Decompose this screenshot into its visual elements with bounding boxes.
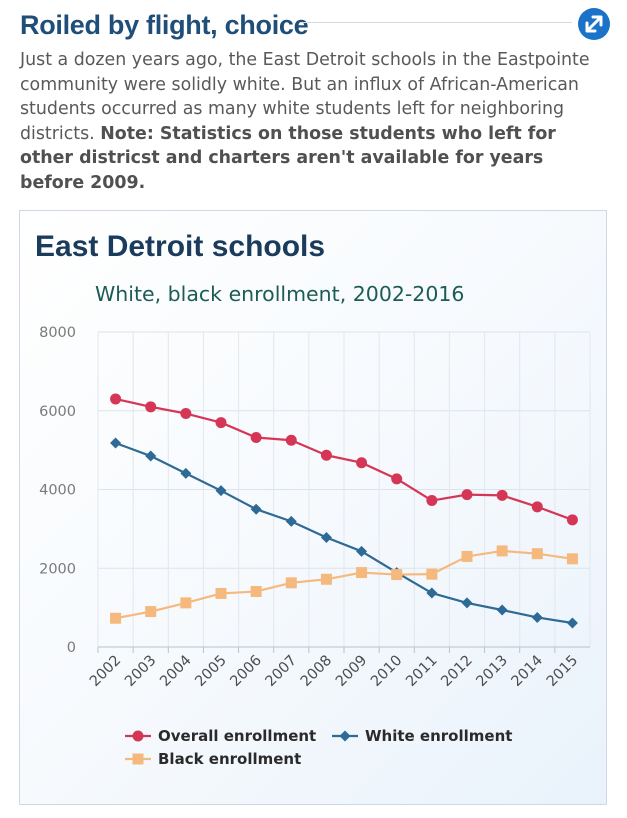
intro-paragraph: Just a dozen years ago, the East Detroit…	[20, 48, 610, 195]
legend-item-overall-enrollment[interactable]: Overall enrollment	[125, 727, 316, 745]
data-point-square-2009	[356, 567, 368, 579]
data-point-square-2007	[285, 577, 297, 589]
data-point-square-2015	[566, 553, 578, 565]
chart-subtitle: White, black enrollment, 2002-2016	[95, 282, 464, 306]
data-point-diamond-2005	[215, 485, 227, 497]
x-tick-label-2004: 2004	[157, 653, 194, 690]
x-tick-label-2006: 2006	[228, 653, 265, 690]
data-point-square-2011	[426, 568, 438, 580]
data-point-diamond-2011	[426, 587, 438, 599]
series-black-enrollment	[110, 545, 578, 624]
legend-label: Overall enrollment	[158, 727, 316, 745]
x-tick-label-2011: 2011	[403, 653, 440, 690]
section-title: Roiled by flight, choice	[20, 10, 309, 40]
data-point-diamond-2003	[145, 450, 157, 462]
chart-title: East Detroit schools	[35, 230, 325, 263]
data-point-diamond-2009	[356, 545, 368, 557]
series-line-black-enrollment	[115, 549, 573, 620]
legend: Overall enrollment White enrollment Black …	[125, 727, 512, 768]
data-point-diamond-2014	[531, 611, 543, 623]
data-point-diamond-2015	[566, 617, 578, 629]
series-line-white-enrollment	[115, 442, 573, 625]
y-tick-label-0: 0	[67, 640, 76, 656]
legend-item-white-enrollment[interactable]: White enrollment	[332, 727, 512, 745]
data-point-square-2008	[320, 573, 332, 585]
data-point-square-2005	[215, 587, 227, 599]
x-tick-label-2002: 2002	[87, 653, 124, 690]
x-tick-label-2005: 2005	[192, 653, 229, 690]
data-point-circle-2004	[180, 408, 192, 420]
data-point-circle-2013	[496, 489, 508, 501]
data-point-square-2014	[531, 548, 543, 560]
data-point-diamond-2004	[180, 467, 192, 479]
data-point-circle-2010	[391, 473, 403, 485]
data-point-circle-2007	[285, 434, 297, 446]
data-point-circle-2005	[215, 417, 227, 429]
data-point-circle-2015	[566, 514, 578, 526]
x-tick-label-2008: 2008	[298, 653, 335, 690]
y-tick-label-2000: 2000	[39, 561, 76, 577]
legend-swatch-marker	[132, 730, 144, 742]
x-tick-label-2012: 2012	[438, 653, 475, 690]
y-tick-label-8000: 8000	[39, 325, 76, 341]
series-overall-enrollment	[110, 393, 578, 526]
series	[110, 393, 578, 629]
data-point-square-2013	[496, 545, 508, 557]
data-point-diamond-2007	[285, 515, 297, 527]
data-point-circle-2008	[320, 449, 332, 461]
data-point-square-2004	[180, 597, 192, 609]
expand-button[interactable]	[578, 8, 610, 40]
line-chart: East Detroit schools White, black enroll…	[35, 230, 591, 768]
x-tick-label-2014: 2014	[509, 653, 546, 690]
x-tick-label-2010: 2010	[368, 653, 405, 690]
data-point-square-2006	[250, 585, 262, 597]
legend-item-black-enrollment[interactable]: Black enrollment	[125, 750, 301, 768]
data-point-diamond-2008	[320, 532, 332, 544]
x-tick-label-2013: 2013	[474, 653, 511, 690]
legend-swatch-marker	[132, 753, 144, 765]
legend-swatch-marker	[339, 730, 351, 742]
y-tick-label-4000: 4000	[39, 483, 76, 499]
expand-arrows-icon	[585, 15, 603, 33]
data-point-square-2003	[145, 606, 157, 618]
axes: 0200040006000800020022003200420052006200…	[39, 325, 590, 690]
x-tick-label-2003: 2003	[122, 653, 159, 690]
series-line-overall-enrollment	[115, 397, 573, 521]
data-point-diamond-2012	[461, 597, 473, 609]
y-tick-label-6000: 6000	[39, 404, 76, 420]
data-point-circle-2011	[426, 495, 438, 507]
data-point-circle-2006	[250, 432, 262, 444]
x-tick-label-2015: 2015	[544, 653, 581, 690]
series-white-enrollment	[110, 437, 578, 629]
data-point-circle-2003	[145, 401, 157, 413]
data-point-circle-2002	[110, 393, 122, 405]
legend-label: White enrollment	[365, 727, 512, 745]
x-tick-label-2007: 2007	[263, 653, 300, 690]
data-point-square-2002	[110, 612, 122, 624]
legend-label: Black enrollment	[158, 750, 301, 768]
data-point-circle-2012	[461, 489, 473, 501]
intro-text: Just a dozen years ago, the East Detroit…	[20, 50, 590, 144]
data-point-circle-2009	[356, 457, 368, 469]
data-point-diamond-2006	[250, 503, 262, 515]
data-point-diamond-2013	[496, 604, 508, 616]
data-point-square-2012	[461, 550, 473, 562]
x-tick-label-2009: 2009	[333, 653, 370, 690]
intro-note: Note: Statistics on those students who l…	[20, 123, 556, 193]
header-divider	[300, 22, 572, 23]
data-point-diamond-2002	[110, 437, 122, 449]
data-point-square-2010	[391, 569, 403, 581]
grid	[97, 331, 591, 648]
chart-container: East Detroit schools White, black enroll…	[19, 210, 607, 805]
data-point-circle-2014	[531, 501, 543, 513]
